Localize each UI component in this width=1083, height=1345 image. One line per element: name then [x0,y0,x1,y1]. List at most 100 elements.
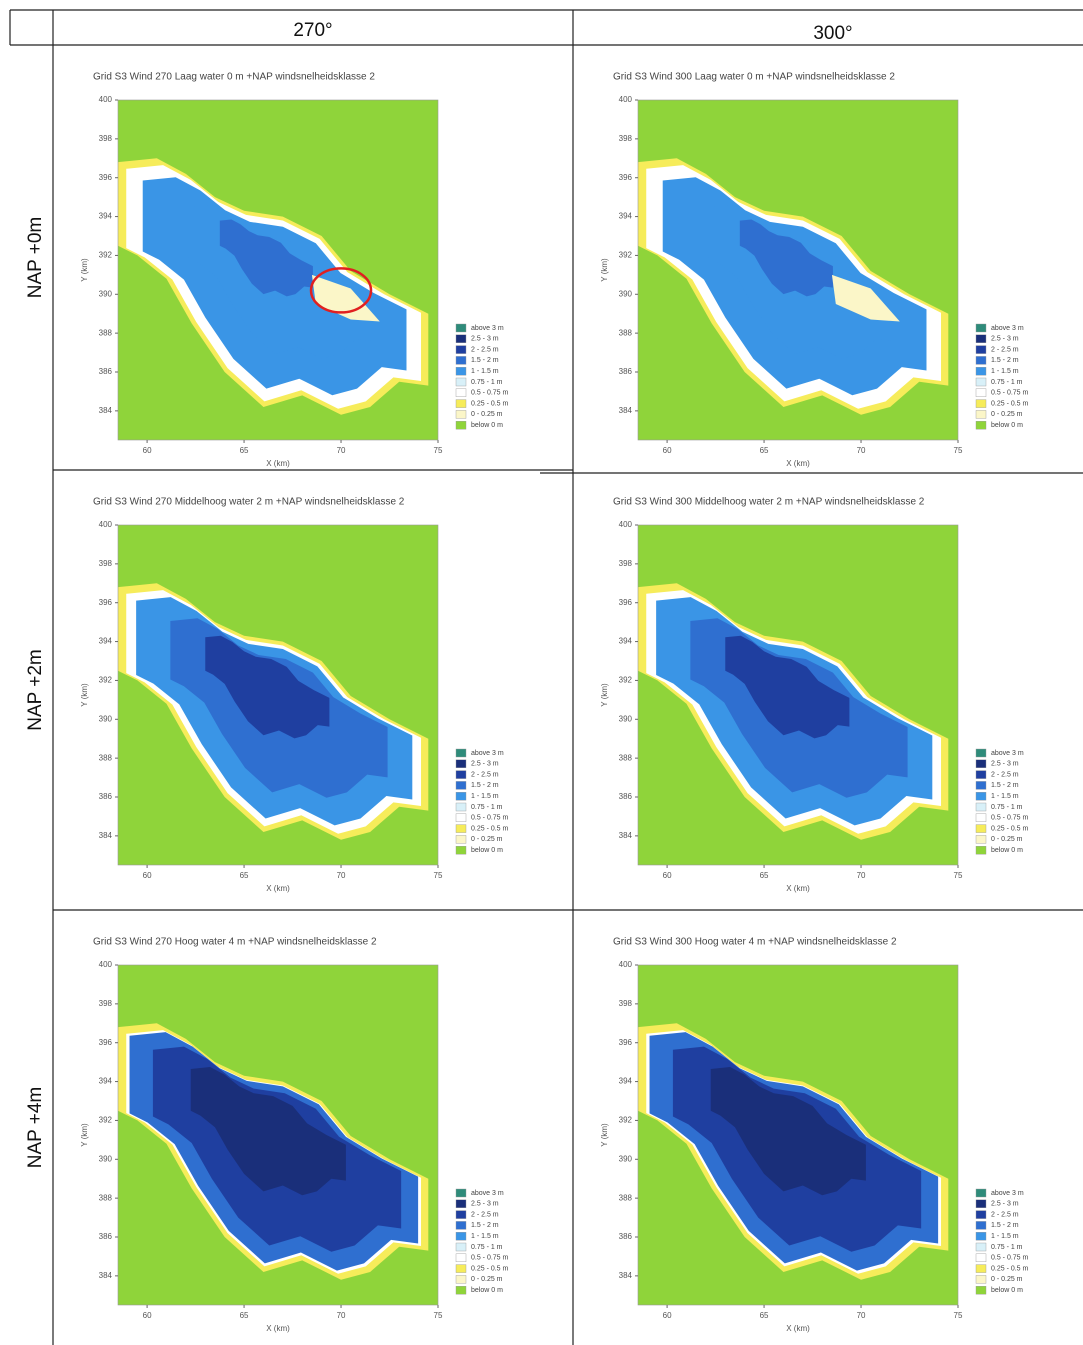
x-tick-label: 65 [760,446,769,455]
legend-swatch [455,1275,467,1284]
legend-swatch [455,1253,467,1263]
legend-label: 1 - 1.5 m [991,1233,1019,1240]
legend-swatch [975,367,987,376]
y-tick-label: 400 [99,520,113,529]
y-axis-label: Y (km) [600,683,609,707]
legend-swatch [975,846,987,855]
panel-title: Grid S3 Wind 270 Laag water 0 m +NAP win… [93,72,375,83]
y-axis-label: Y (km) [80,258,89,282]
x-tick-label: 75 [954,1311,963,1320]
legend-label: 1 - 1.5 m [471,1233,499,1240]
legend-swatch [975,813,987,822]
legend-label: 1.5 - 2 m [471,782,499,789]
legend-label: 0.5 - 0.75 m [991,390,1029,397]
legend-swatch [975,1188,987,1198]
x-tick-label: 70 [857,1311,866,1320]
x-axis-label: X (km) [786,884,810,893]
channel [725,635,850,739]
legend-label: 2 - 2.5 m [471,346,499,353]
channel [710,1067,866,1196]
legend-label: 1 - 1.5 m [991,368,1019,375]
legend-label: 2.5 - 3 m [991,1201,1019,1208]
y-tick-label: 384 [99,1271,113,1280]
shoal [831,274,900,322]
legend-label: below 0 m [471,847,503,854]
y-tick-label: 390 [619,714,633,723]
legend-swatch [455,334,467,343]
x-tick-label: 75 [434,871,443,880]
y-tick-label: 388 [619,328,633,337]
legend-swatch [975,835,987,844]
x-tick-label: 60 [143,1311,152,1320]
legend-label: 0.75 - 1 m [471,1244,503,1251]
x-tick-label: 70 [337,1311,346,1320]
legend-swatch [455,813,467,822]
legend-swatch [975,759,987,768]
plot-frame [637,524,959,866]
y-tick-label: 396 [619,598,633,607]
map [638,965,958,1305]
map [638,525,958,865]
legend-label: above 3 m [471,750,504,757]
y-tick-label: 386 [99,1232,113,1241]
y-tick-label: 392 [619,1116,633,1125]
legend-swatch [975,388,987,397]
x-tick-label: 75 [434,1311,443,1320]
legend-swatch [975,410,987,419]
legend-label: 2.5 - 3 m [471,1201,499,1208]
y-tick-label: 396 [99,173,113,182]
legend-label: 1.5 - 2 m [991,782,1019,789]
y-tick-label: 388 [99,753,113,762]
x-tick-label: 60 [663,871,672,880]
y-tick-label: 390 [99,1154,113,1163]
legend-swatch [975,802,987,812]
y-tick-label: 400 [619,960,633,969]
legend-label: 0 - 0.25 m [471,1276,503,1283]
y-tick-label: 396 [619,1038,633,1047]
y-tick-label: 384 [619,406,633,415]
legend-swatch [975,421,987,430]
y-tick-label: 394 [619,637,633,646]
map [638,100,958,440]
x-tick-label: 65 [760,1311,769,1320]
y-tick-label: 398 [99,559,113,568]
legend-label: 0 - 0.25 m [991,836,1023,843]
y-tick-label: 392 [619,676,633,685]
legend-swatch [975,1264,987,1273]
legend-label: 2.5 - 3 m [991,336,1019,343]
legend-label: 2 - 2.5 m [471,1211,499,1218]
legend-swatch [455,388,467,397]
y-tick-label: 396 [99,598,113,607]
legend-swatch [975,1199,987,1209]
legend-label: 0.5 - 0.75 m [991,815,1029,822]
y-tick-label: 398 [619,134,633,143]
legend-label: 0.25 - 0.5 m [471,825,509,832]
legend-swatch [455,835,467,844]
y-axis-label: Y (km) [80,683,89,707]
legend-label: above 3 m [991,325,1024,332]
y-axis-label: Y (km) [80,1123,89,1147]
legend-swatch [975,1231,987,1241]
legend-swatch [975,1253,987,1263]
legend-swatch [455,802,467,812]
legend-label: 0.5 - 0.75 m [471,390,509,397]
x-tick-label: 75 [954,871,963,880]
y-tick-label: 400 [619,95,633,104]
legend-swatch [455,410,467,419]
legend-label: 0.5 - 0.75 m [471,815,509,822]
panel-title: Grid S3 Wind 300 Hoog water 4 m +NAP win… [613,937,897,948]
legend-swatch [975,1275,987,1284]
y-tick-label: 394 [99,637,113,646]
column-header: 300° [813,23,852,44]
legend-label: 0.25 - 0.5 m [471,1265,509,1272]
legend-swatch [975,1210,987,1219]
legend-swatch [455,846,467,855]
x-tick-label: 65 [760,871,769,880]
legend-label: 1.5 - 2 m [471,357,499,364]
legend-swatch [975,1221,987,1230]
legend-swatch [455,356,467,365]
x-tick-label: 65 [240,446,249,455]
legend-swatch [455,1210,467,1219]
legend-label: 0 - 0.25 m [991,411,1023,418]
